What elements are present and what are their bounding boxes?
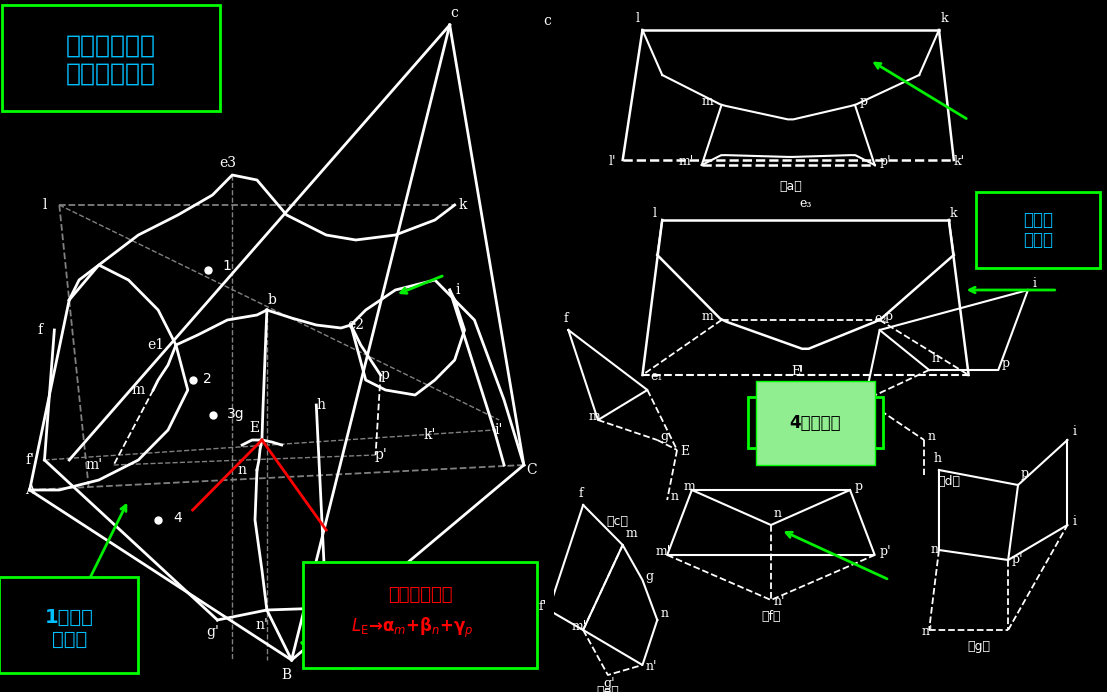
Text: f': f' (539, 600, 547, 613)
Text: p': p' (1011, 553, 1023, 566)
Text: i: i (1073, 515, 1076, 528)
Text: m': m' (655, 545, 671, 558)
Text: 1个单相
液体区: 1个单相 液体区 (44, 608, 94, 648)
Text: h: h (317, 398, 325, 412)
Text: A: A (24, 483, 34, 497)
Text: e₃: e₃ (799, 197, 811, 210)
Text: $L_{\rm E}$→α$_m$+β$_n$+γ$_p$: $L_{\rm E}$→α$_m$+β$_n$+γ$_p$ (351, 616, 474, 640)
Text: p: p (855, 480, 863, 493)
Text: m': m' (85, 458, 103, 472)
Text: c: c (451, 6, 458, 20)
Text: （c）: （c） (607, 515, 629, 528)
Text: i: i (455, 283, 459, 297)
Text: h: h (934, 452, 942, 465)
Text: m': m' (571, 620, 587, 633)
Text: m: m (702, 95, 714, 108)
Text: E: E (857, 395, 866, 408)
Text: k': k' (424, 428, 436, 442)
Text: 4: 4 (173, 511, 182, 525)
Text: 2: 2 (203, 372, 211, 386)
Text: n: n (670, 490, 679, 503)
Text: k: k (940, 12, 948, 25)
Text: m: m (684, 480, 695, 493)
Text: 4个三相区: 4个三相区 (789, 414, 841, 432)
Text: n': n' (774, 595, 785, 608)
Text: k: k (458, 198, 467, 212)
Text: h': h' (324, 613, 338, 627)
Text: 固相有限互溶
三元共晶相图: 固相有限互溶 三元共晶相图 (65, 34, 156, 86)
FancyBboxPatch shape (748, 397, 882, 448)
Text: f: f (563, 312, 568, 325)
Text: （b）: （b） (794, 388, 817, 401)
Text: 三个固
体两相: 三个固 体两相 (1023, 210, 1053, 249)
Text: n: n (660, 607, 669, 620)
Text: b: b (268, 293, 277, 307)
Text: E: E (792, 365, 800, 378)
Text: e1: e1 (147, 338, 165, 352)
Text: g': g' (603, 677, 614, 690)
Text: n: n (931, 543, 939, 556)
Text: （g）: （g） (968, 640, 990, 653)
Text: （e）: （e） (597, 685, 619, 692)
Text: e₂: e₂ (875, 312, 887, 325)
Text: f: f (578, 487, 582, 500)
Text: g': g' (206, 625, 219, 639)
FancyBboxPatch shape (303, 562, 537, 668)
FancyBboxPatch shape (2, 5, 220, 111)
Text: m: m (588, 410, 600, 423)
Text: E: E (680, 445, 690, 458)
Text: l': l' (609, 155, 617, 168)
Text: B: B (281, 668, 292, 682)
Text: E: E (249, 421, 259, 435)
Text: m: m (625, 527, 638, 540)
Text: e2: e2 (348, 318, 364, 332)
Text: f: f (37, 323, 42, 337)
FancyBboxPatch shape (0, 577, 138, 673)
Text: c: c (544, 14, 551, 28)
Text: l: l (652, 207, 656, 220)
Text: 1: 1 (223, 259, 231, 273)
Text: i: i (1073, 425, 1076, 438)
Text: p: p (884, 310, 892, 323)
Text: l: l (42, 198, 46, 212)
Text: m: m (132, 383, 145, 397)
Text: 三元共晶反应: 三元共晶反应 (387, 586, 453, 604)
Text: e3: e3 (219, 156, 236, 170)
Text: （f）: （f） (762, 610, 780, 623)
Text: 3g: 3g (227, 407, 245, 421)
Text: g: g (645, 570, 653, 583)
Text: n': n' (645, 660, 656, 673)
Text: k: k (950, 207, 958, 220)
Text: （d）: （d） (938, 475, 961, 488)
Text: l: l (635, 12, 640, 25)
Text: i: i (1033, 277, 1037, 290)
Text: n': n' (256, 618, 268, 632)
Text: p': p' (880, 545, 891, 558)
Text: h: h (932, 352, 940, 365)
Text: n: n (774, 507, 782, 520)
Text: p': p' (880, 155, 891, 168)
Text: n: n (927, 430, 935, 443)
FancyBboxPatch shape (975, 192, 1100, 268)
Text: e₁: e₁ (650, 370, 663, 383)
Text: f': f' (25, 453, 34, 467)
Text: m: m (702, 310, 714, 323)
Text: n': n' (921, 625, 933, 638)
Text: k': k' (953, 155, 964, 168)
Text: g: g (660, 430, 669, 443)
Text: n: n (238, 463, 247, 477)
Text: p: p (860, 95, 868, 108)
Text: m': m' (679, 155, 694, 168)
Text: C: C (527, 463, 537, 477)
Text: p: p (1001, 357, 1010, 370)
Text: p': p' (374, 448, 387, 462)
Text: p: p (1021, 467, 1030, 480)
Text: （a）: （a） (779, 180, 803, 193)
Text: i': i' (495, 423, 504, 437)
Text: p: p (381, 368, 390, 382)
